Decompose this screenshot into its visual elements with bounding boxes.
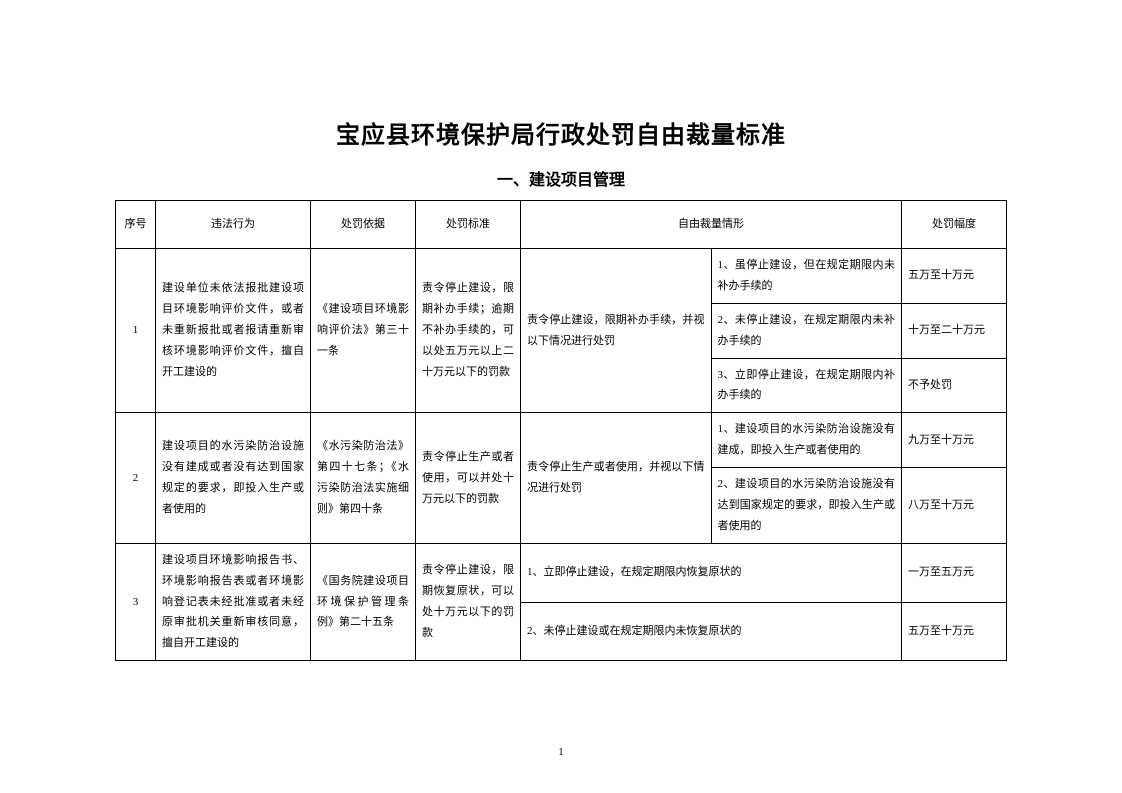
cell-no: 2	[116, 413, 156, 543]
cell-range: 不予处罚	[902, 358, 1007, 413]
table-header-row: 序号 违法行为 处罚依据 处罚标准 自由裁量情形 处罚幅度	[116, 201, 1007, 249]
cell-range: 九万至十万元	[902, 413, 1007, 468]
cell-standard: 责令停止建设，限期补办手续；逾期不补办手续的，可以处五万元以上二十万元以下的罚款	[416, 249, 521, 413]
header-range: 处罚幅度	[902, 201, 1007, 249]
table-row: 1 建设单位未依法报批建设项目环境影响评价文件，或者未重新报批或者报请重新审核环…	[116, 249, 1007, 304]
header-illegal: 违法行为	[156, 201, 311, 249]
cell-range: 十万至二十万元	[902, 303, 1007, 358]
cell-scenario: 2、未停止建设，在规定期限内未补办手续的	[711, 303, 902, 358]
page-number: 1	[0, 746, 1122, 758]
cell-discretion: 责令停止生产或者使用，并视以下情况进行处罚	[521, 413, 712, 543]
cell-standard: 责令停止生产或者使用，可以并处十万元以下的罚款	[416, 413, 521, 543]
cell-standard: 责令停止建设，限期恢复原状，可以处十万元以下的罚款	[416, 543, 521, 660]
cell-range: 五万至十万元	[902, 602, 1007, 661]
cell-basis: 《水污染防治法》第四十七条；《水污染防治法实施细则》第四十条	[311, 413, 416, 543]
table-row: 2 建设项目的水污染防治设施没有建成或者没有达到国家规定的要求，即投入生产或者使…	[116, 413, 1007, 468]
section-title: 一、建设项目管理	[115, 166, 1007, 190]
cell-scenario: 2、建设项目的水污染防治设施没有达到国家规定的要求，即投入生产或者使用的	[711, 468, 902, 544]
cell-illegal: 建设项目环境影响报告书、环境影响报告表或者环境影响登记表未经批准或者未经原审批机…	[156, 543, 311, 660]
cell-no: 1	[116, 249, 156, 413]
cell-basis: 《建设项目环境影响评价法》第三十一条	[311, 249, 416, 413]
page-title: 宝应县环境保护局行政处罚自由裁量标准	[115, 115, 1007, 150]
cell-discretion: 责令停止建设，限期补办手续，并视以下情况进行处罚	[521, 249, 712, 413]
header-standard: 处罚标准	[416, 201, 521, 249]
cell-no: 3	[116, 543, 156, 660]
cell-range: 一万至五万元	[902, 543, 1007, 602]
header-basis: 处罚依据	[311, 201, 416, 249]
cell-range: 五万至十万元	[902, 249, 1007, 304]
cell-scenario: 3、立即停止建设，在规定期限内补办手续的	[711, 358, 902, 413]
cell-illegal: 建设项目的水污染防治设施没有建成或者没有达到国家规定的要求，即投入生产或者使用的	[156, 413, 311, 543]
header-no: 序号	[116, 201, 156, 249]
cell-scenario: 2、未停止建设或在规定期限内未恢复原状的	[521, 602, 902, 661]
penalty-table: 序号 违法行为 处罚依据 处罚标准 自由裁量情形 处罚幅度 1 建设单位未依法报…	[115, 200, 1007, 661]
table-row: 3 建设项目环境影响报告书、环境影响报告表或者环境影响登记表未经批准或者未经原审…	[116, 543, 1007, 602]
cell-scenario: 1、建设项目的水污染防治设施没有建成，即投入生产或者使用的	[711, 413, 902, 468]
cell-basis: 《国务院建设项目环境保护管理条例》第二十五条	[311, 543, 416, 660]
header-discretion: 自由裁量情形	[521, 201, 902, 249]
cell-range: 八万至十万元	[902, 468, 1007, 544]
cell-scenario: 1、虽停止建设，但在规定期限内未补办手续的	[711, 249, 902, 304]
cell-scenario: 1、立即停止建设，在规定期限内恢复原状的	[521, 543, 902, 602]
cell-illegal: 建设单位未依法报批建设项目环境影响评价文件，或者未重新报批或者报请重新审核环境影…	[156, 249, 311, 413]
